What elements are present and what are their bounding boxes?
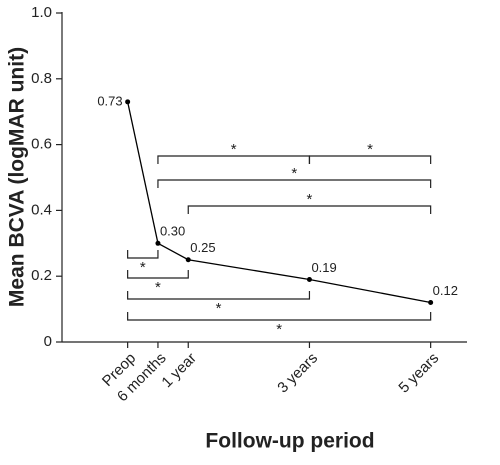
y-tick-label: 0 xyxy=(44,333,52,350)
y-tick-label: 0.2 xyxy=(31,267,52,284)
data-label: 0.73 xyxy=(97,93,122,108)
significance-star: * xyxy=(216,300,222,317)
significance-bracket xyxy=(127,291,311,300)
point xyxy=(428,300,434,306)
significance-bracket xyxy=(127,250,159,259)
significance-star: * xyxy=(307,191,313,208)
significance-star: * xyxy=(276,321,282,338)
significance-star: * xyxy=(140,259,146,276)
data-label: 0.25 xyxy=(190,240,215,255)
significance-bracket xyxy=(308,155,432,164)
significance-bracket xyxy=(127,270,189,279)
y-axis-title: Mean BCVA (logMAR unit) xyxy=(6,47,29,307)
point xyxy=(306,276,312,282)
x-tick-label: 5 years xyxy=(395,350,442,397)
significance-bracket xyxy=(187,205,432,214)
significance-star: * xyxy=(367,141,373,158)
y-tick-label: 0.6 xyxy=(31,136,52,153)
x-axis-title: Follow-up period xyxy=(205,430,374,453)
significance-bracket xyxy=(127,312,432,321)
point xyxy=(125,99,131,105)
point xyxy=(155,240,161,246)
line xyxy=(127,101,431,304)
y-tick-label: 0.8 xyxy=(31,70,52,87)
significance-star: * xyxy=(231,141,237,158)
data-label: 0.19 xyxy=(311,260,336,275)
data-label: 0.12 xyxy=(433,283,458,298)
data-label: 0.30 xyxy=(160,224,185,239)
point xyxy=(185,257,191,263)
significance-star: * xyxy=(155,279,161,296)
x-tick-label: 1 year xyxy=(158,350,200,392)
x-tick-label: 3 years xyxy=(274,350,321,397)
y-tick-label: 0.4 xyxy=(31,201,52,218)
significance-star: * xyxy=(291,165,297,182)
significance-bracket xyxy=(157,179,432,188)
y-tick-label: 1.0 xyxy=(31,4,52,21)
